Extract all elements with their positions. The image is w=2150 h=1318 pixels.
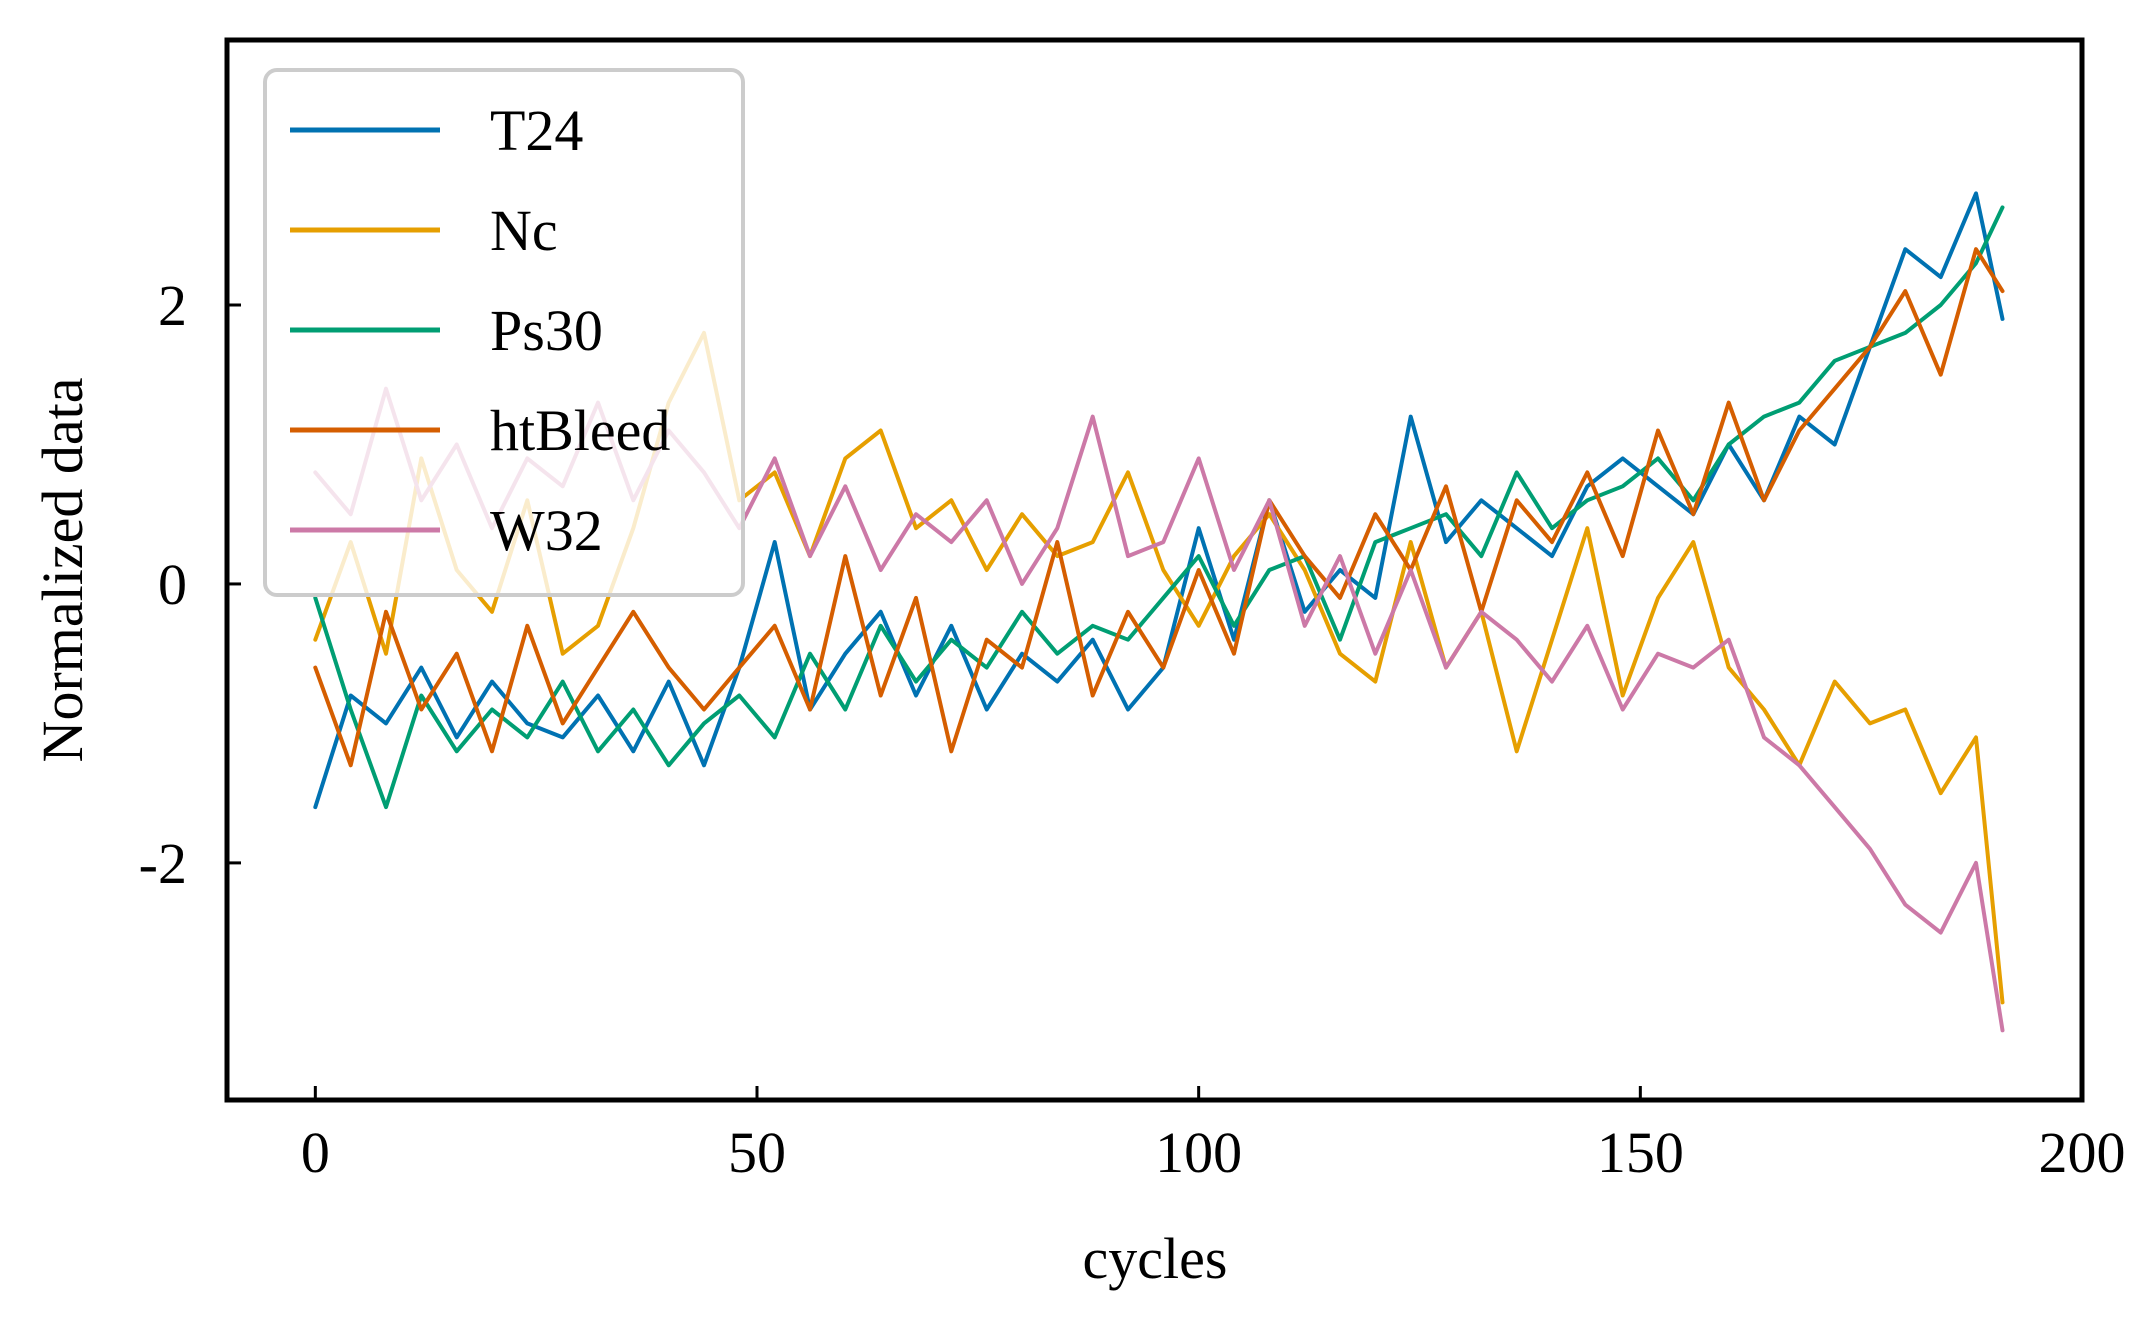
x-axis-ticks: 0 50 100 150 200 (301, 1086, 2126, 1185)
y-tick-label: -2 (139, 831, 187, 896)
series-layer (313, 191, 2005, 1033)
y-axis-ticks: -2 0 2 (139, 273, 241, 896)
x-axis-label: cycles (1083, 1226, 1228, 1291)
legend-label-htbleed: htBleed (490, 398, 670, 463)
legend-label-ps30: Ps30 (490, 298, 603, 363)
series-line-nc (313, 330, 2005, 1005)
x-tick-label: 150 (1597, 1120, 1684, 1185)
x-tick-label: 200 (2039, 1120, 2126, 1185)
y-tick-label: 2 (158, 273, 187, 338)
legend-frame (263, 68, 745, 597)
legend: T24 Nc Ps30 htBleed W32 (263, 68, 745, 597)
x-tick-label: 50 (728, 1120, 786, 1185)
x-tick-label: 100 (1155, 1120, 1242, 1185)
series-line-htbleed (313, 247, 2005, 768)
legend-label-t24: T24 (490, 98, 583, 163)
y-axis-label: Normalized data (30, 378, 95, 763)
legend-label-nc: Nc (490, 198, 558, 263)
y-tick-label: 0 (158, 552, 187, 617)
x-tick-label: 0 (301, 1120, 330, 1185)
series-line-ps30 (313, 205, 2005, 810)
legend-label-w32: W32 (490, 498, 603, 563)
